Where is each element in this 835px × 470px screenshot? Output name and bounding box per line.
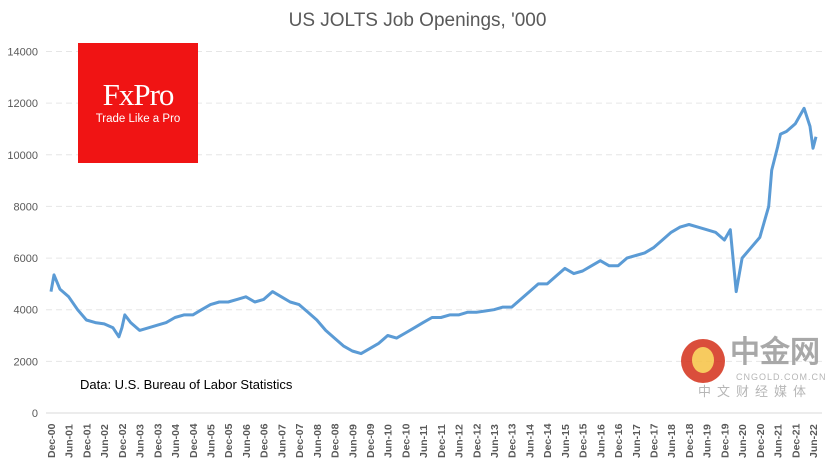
x-tick-label: Jun-12: [454, 424, 466, 458]
y-tick-label: 4000: [14, 305, 38, 317]
x-tick-label: Jun-16: [595, 424, 607, 458]
x-tick-label: Jun-10: [383, 424, 395, 458]
cngold-logo-icon: [681, 339, 725, 383]
x-tick-label: Dec-09: [365, 423, 377, 458]
x-tick-label: Jun-21: [773, 424, 785, 458]
x-tick-label: Jun-08: [312, 424, 324, 458]
x-tick-label: Dec-04: [188, 423, 200, 458]
gridlines: [46, 51, 822, 414]
y-tick-label: 0: [32, 408, 38, 420]
x-tick-label: Dec-18: [684, 423, 696, 458]
x-tick-label: Dec-03: [152, 423, 164, 458]
x-tick-label: Jun-20: [737, 424, 749, 458]
x-tick-label: Dec-11: [436, 424, 448, 458]
source-annotation: Data: U.S. Bureau of Labor Statistics: [80, 377, 293, 392]
x-tick-label: Dec-16: [613, 423, 625, 458]
x-tick-label: Jun-05: [205, 424, 217, 458]
x-axis-ticks: Dec-00 Jun-01 Dec-01 Jun-02 Dec-02 Jun-03 Dec-…: [46, 423, 820, 458]
x-tick-label: Jun-02: [99, 424, 111, 458]
y-tick-label: 14000: [7, 47, 38, 59]
series-line-job-openings: [49, 106, 818, 356]
y-tick-label: 12000: [7, 98, 38, 110]
x-tick-label: Jun-14: [524, 424, 536, 458]
fxpro-logo: FxPro Trade Like a Pro: [78, 43, 198, 163]
x-tick-label: Dec-08: [330, 423, 342, 458]
x-tick-label: Dec-15: [578, 423, 590, 458]
x-tick-label: Dec-17: [649, 423, 661, 458]
y-tick-label: 6000: [14, 253, 38, 265]
x-tick-label: Jun-03: [135, 424, 147, 458]
x-tick-label: Dec-12: [471, 423, 483, 458]
y-tick-label: 10000: [7, 150, 38, 162]
x-tick-label: Jun-07: [276, 424, 288, 458]
chart-title: US JOLTS Job Openings, '000: [288, 10, 547, 31]
x-tick-label: Jun-11: [418, 425, 430, 458]
x-tick-label: Jun-18: [666, 424, 678, 458]
cngold-watermark: 中金网 CNGOLD.COM.CN 中文财经媒体: [678, 335, 835, 405]
x-tick-label: Jun-01: [64, 424, 76, 458]
x-tick-label: Dec-14: [542, 423, 554, 458]
x-tick-label: Jun-04: [170, 424, 182, 458]
x-tick-label: Dec-02: [117, 423, 129, 458]
x-tick-label: Jun-15: [560, 424, 572, 458]
x-tick-label: Dec-13: [507, 423, 519, 458]
x-tick-label: Dec-06: [259, 423, 271, 458]
x-tick-label: Dec-19: [719, 423, 731, 458]
x-tick-label: Dec-01: [81, 423, 93, 458]
x-tick-label: Dec-10: [400, 423, 412, 458]
x-tick-label: Dec-21: [790, 423, 802, 458]
x-tick-label: Jun-09: [347, 424, 359, 458]
y-tick-label: 8000: [14, 201, 38, 213]
x-tick-label: Jun-17: [631, 424, 643, 458]
y-tick-label: 2000: [14, 356, 38, 368]
x-tick-label: Dec-20: [755, 423, 767, 458]
x-tick-label: Dec-00: [46, 423, 58, 458]
y-axis-ticks: 0 2000 4000 6000 8000 10000 12000 14000: [7, 47, 38, 421]
x-tick-label: Jun-19: [702, 424, 714, 458]
x-tick-label: Jun-22: [808, 424, 820, 458]
x-tick-label: Jun-06: [241, 424, 253, 458]
x-tick-label: Dec-05: [223, 423, 235, 458]
x-tick-label: Jun-13: [489, 424, 501, 458]
x-tick-label: Dec-07: [294, 423, 306, 458]
